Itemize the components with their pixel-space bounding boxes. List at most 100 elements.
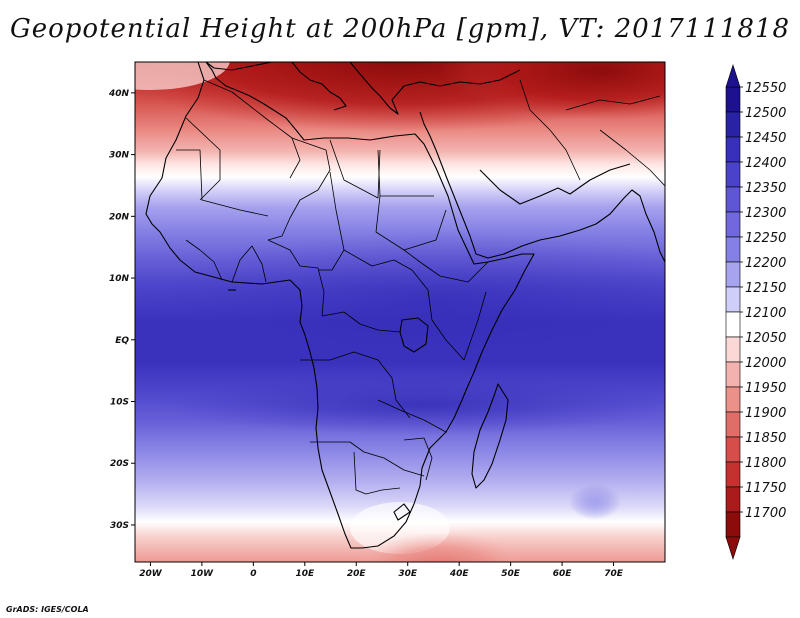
colorbar-label: 12350	[745, 181, 786, 196]
colorbar-label: 11850	[745, 431, 786, 446]
coastlines	[145, 62, 665, 549]
colorbar-label: 12250	[745, 231, 786, 246]
colorbar-swatch	[725, 211, 741, 238]
light-blue-blob	[569, 484, 621, 520]
x-tick-label: 10W	[191, 569, 215, 579]
iberia-coast	[205, 62, 273, 71]
africa-coast	[145, 62, 535, 549]
niger-border	[267, 137, 331, 241]
levant-coast	[419, 111, 437, 151]
south-high-region	[352, 532, 528, 562]
mauritania-border	[176, 149, 269, 217]
colorbar-label: 12150	[745, 281, 786, 296]
colorbar-swatch	[725, 86, 741, 113]
west-africa-border	[231, 245, 267, 283]
x-tick-label: 60E	[553, 569, 573, 579]
y-tick-label: 40N	[108, 89, 130, 99]
colorbar-bottom-arrow	[725, 536, 741, 560]
colorbar-swatch	[725, 486, 741, 513]
x-tick-label: 0	[250, 569, 256, 579]
colorbar-swatch	[725, 436, 741, 463]
colorbar-swatch	[725, 411, 741, 438]
colorbar-label: 12500	[745, 106, 786, 121]
colorbar-swatch	[725, 461, 741, 488]
y-tick-label: 30N	[109, 151, 130, 161]
car-border	[343, 249, 429, 291]
nigeria-border	[267, 239, 325, 317]
x-tick-label: 50E	[501, 569, 521, 579]
colorbar-swatch	[725, 161, 741, 188]
colorbar-label: 12000	[745, 356, 786, 371]
x-tick-label: 30E	[398, 569, 418, 579]
lesotho	[393, 503, 411, 521]
colorbar: 12550 12500 12450 12400 12350 12300 12250 12200…	[725, 64, 786, 560]
lake-victoria	[399, 317, 429, 353]
axis-ticks: 20W 10W 0 10E 20E 30E 40E 50E 60E 70E 40N 30N 20N 10N…	[108, 89, 624, 579]
y-tick-label: 10S	[110, 398, 129, 408]
botswana-border	[353, 451, 401, 495]
mali-border	[185, 117, 221, 201]
persian-gulf-coast	[479, 163, 631, 205]
colorbar-label: 11900	[745, 406, 786, 421]
y-tick-label: 30S	[110, 521, 129, 531]
x-tick-label: 40E	[449, 569, 470, 579]
colorbar-label: 11700	[745, 506, 786, 521]
colorbar-label: 12400	[745, 156, 786, 171]
central-asia-border	[565, 95, 661, 111]
zambia-border	[377, 399, 447, 433]
x-tick-label: 20E	[347, 569, 367, 579]
colorbar-label: 11750	[745, 481, 786, 496]
congo-border	[321, 311, 401, 333]
height-field	[135, 62, 665, 562]
x-tick-label: 70E	[604, 569, 624, 579]
colorbar-label: 12300	[745, 206, 786, 221]
map-title: Geopotential Height at 200hPa [gpm], VT:…	[9, 14, 791, 44]
colorbar-label: 12100	[745, 306, 786, 321]
tropical-core	[140, 230, 665, 370]
colorbar-swatch	[725, 136, 741, 163]
x-tick-label: 20W	[139, 569, 163, 579]
colorbar-swatch	[725, 236, 741, 263]
balkans-turkey-coast	[349, 62, 521, 115]
colorbar-swatch	[725, 111, 741, 138]
country-borders	[176, 79, 665, 495]
namibia-border	[310, 441, 425, 477]
colorbar-label: 12050	[745, 331, 786, 346]
colorbar-swatch	[725, 511, 741, 538]
y-tick-label: 10N	[109, 274, 130, 284]
pakistan-border	[599, 129, 665, 187]
y-tick-label: 20S	[110, 459, 129, 469]
algeria-border	[203, 79, 301, 179]
italy-coast	[291, 62, 347, 111]
colorbar-swatch	[725, 311, 741, 338]
x-tick-label: 10E	[295, 569, 315, 579]
ethiopia-border	[403, 249, 489, 283]
colorbar-label: 12550	[745, 81, 786, 96]
colorbar-swatch	[725, 186, 741, 213]
madagascar-coast	[471, 383, 509, 489]
colorbar-swatch	[725, 361, 741, 388]
guinea-border	[185, 239, 223, 281]
grads-credit: GrADS: IGES/COLA	[6, 605, 89, 614]
plot-frame	[134, 61, 666, 563]
colorbar-swatch	[725, 286, 741, 313]
mozambique-border	[403, 437, 433, 481]
y-tick-label: EQ	[115, 336, 129, 346]
colorbar-label: 11950	[745, 381, 786, 396]
colorbar-swatch	[725, 261, 741, 288]
kenya-border	[427, 289, 487, 361]
colorbar-swatch	[725, 386, 741, 413]
y-tick-label: 20N	[109, 212, 130, 222]
arabia-coast	[435, 149, 665, 263]
iran-border	[519, 79, 581, 181]
colorbar-label: 12450	[745, 131, 786, 146]
north-east-high-region	[440, 62, 665, 120]
colorbar-label: 11800	[745, 456, 786, 471]
colorbar-top-arrow	[725, 64, 741, 88]
northwest-low-region	[135, 62, 230, 90]
angola-border	[300, 351, 411, 419]
colorbar-label: 12200	[745, 256, 786, 271]
southern-jet-core	[160, 375, 665, 435]
colorbar-swatch	[725, 336, 741, 363]
